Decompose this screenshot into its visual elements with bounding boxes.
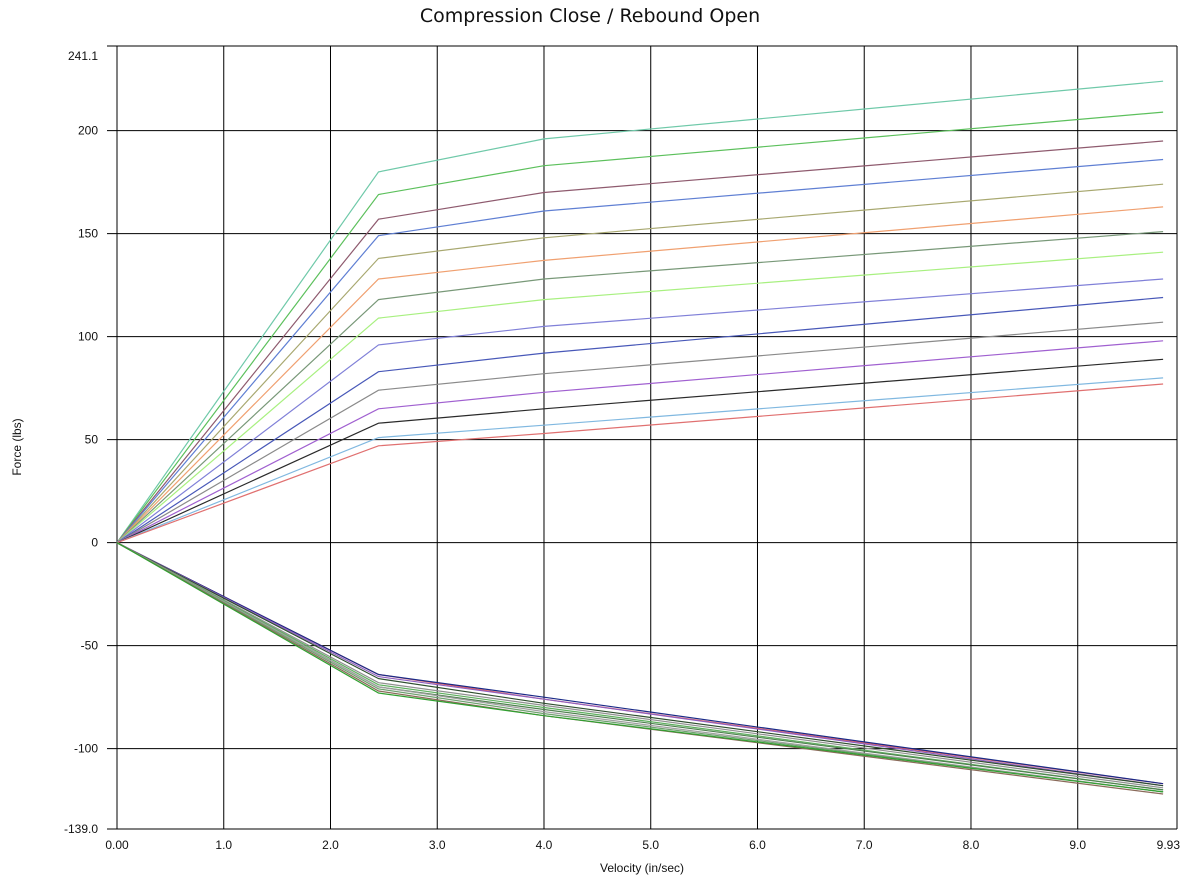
y-tick-label: -139.0 (64, 822, 98, 836)
series-line (116, 383, 1164, 544)
y-tick-label: -50 (81, 639, 99, 653)
series-line (116, 542, 1164, 793)
x-tick-label: 1.0 (215, 838, 232, 852)
series-line (116, 542, 1164, 787)
x-tick-label: 2.0 (322, 838, 339, 852)
grid-lines (107, 45, 1178, 830)
x-tick-label: 6.0 (749, 838, 766, 852)
series-line (116, 183, 1164, 544)
x-tick-label: 7.0 (856, 838, 873, 852)
series-line (116, 542, 1164, 795)
series-line (116, 542, 1164, 793)
x-tick-label: 9.93 (1157, 838, 1181, 852)
x-tick-label: 0.00 (105, 838, 129, 852)
y-tick-label: -100 (74, 742, 98, 756)
series-line (116, 542, 1164, 793)
series-line (116, 542, 1164, 787)
chart-title: Compression Close / Rebound Open (419, 5, 761, 27)
series-line (116, 251, 1164, 544)
series-line (116, 278, 1164, 544)
x-axis-label: Velocity (in/sec) (600, 861, 684, 875)
series-line (116, 542, 1164, 791)
series-line (116, 542, 1164, 789)
x-tick-label: 5.0 (642, 838, 659, 852)
x-tick-label: 8.0 (963, 838, 980, 852)
series-line (116, 542, 1164, 791)
series-line (116, 140, 1164, 544)
series-line (116, 296, 1164, 544)
series-line (116, 340, 1164, 544)
series-line (116, 80, 1164, 544)
series-line (116, 231, 1164, 544)
y-tick-label: 50 (85, 433, 99, 447)
series-line (116, 542, 1164, 785)
series-line (116, 111, 1164, 544)
series-line (116, 377, 1164, 544)
y-tick-label: 0 (91, 536, 98, 550)
y-tick-label: 241.1 (68, 49, 98, 63)
y-tick-label: 150 (78, 227, 98, 241)
y-tick-label: 100 (78, 330, 98, 344)
series-line (116, 542, 1164, 785)
x-tick-label: 4.0 (536, 838, 553, 852)
series-line (116, 321, 1164, 544)
y-tick-labels: 241.1 200 150 100 50 0 -50 -100 -139.0 (64, 49, 98, 836)
x-tick-label: 3.0 (429, 838, 446, 852)
series-line (116, 158, 1164, 544)
series-line (116, 206, 1164, 544)
series-lines (116, 80, 1164, 795)
y-axis-label: Force (lbs) (10, 418, 24, 475)
x-tick-labels: 0.00 1.0 2.0 3.0 4.0 5.0 6.0 7.0 8.0 9.0 9.93 (105, 838, 1180, 852)
y-tick-label: 200 (78, 124, 98, 138)
x-tick-label: 9.0 (1069, 838, 1086, 852)
series-line (116, 358, 1164, 544)
